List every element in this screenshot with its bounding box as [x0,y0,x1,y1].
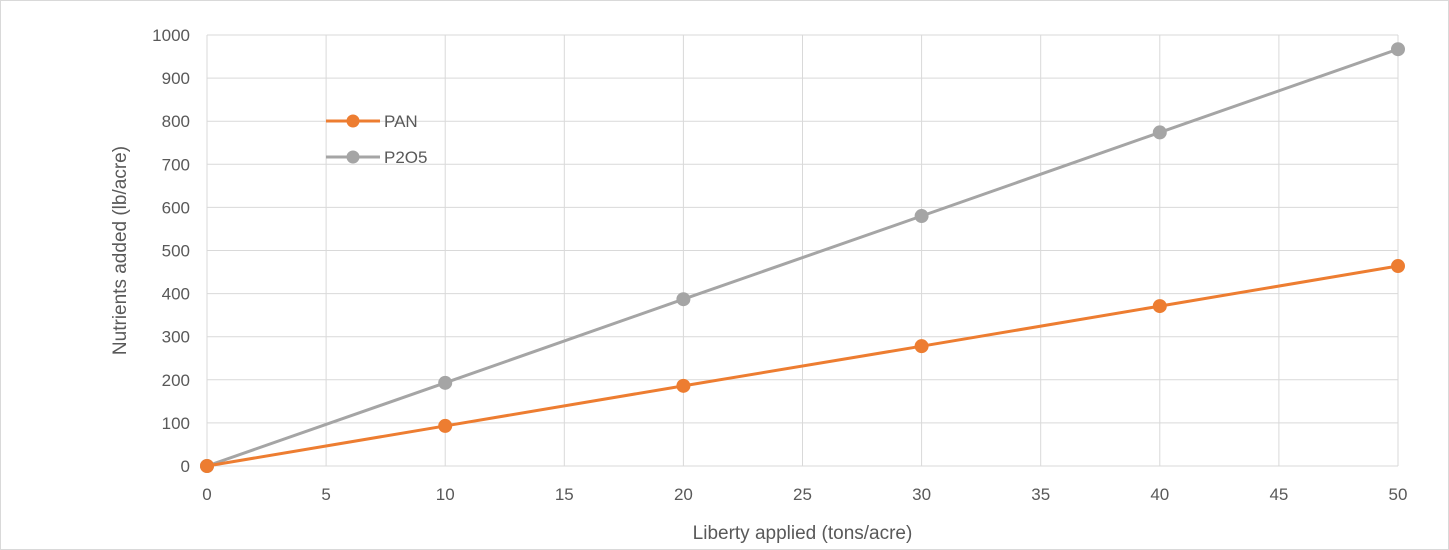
x-tick-label: 30 [912,485,931,504]
legend-marker-p2o5 [346,150,360,164]
data-point-pan [200,459,214,473]
data-point-p2o5 [914,209,929,224]
y-tick-label: 500 [162,242,190,261]
y-tick-label: 400 [162,285,190,304]
legend-label-pan: PAN [384,112,418,131]
data-point-pan [914,339,929,354]
x-tick-label: 20 [674,485,693,504]
series-line-pan [206,264,1399,468]
x-tick-label: 35 [1031,485,1050,504]
legend-marker-pan [346,114,360,128]
data-point-p2o5 [1152,125,1167,140]
y-tick-label: 200 [162,371,190,390]
y-tick-label: 100 [162,414,190,433]
series-line-p2o5 [206,47,1399,468]
x-tick-label: 5 [321,485,330,504]
data-point-p2o5 [1391,42,1405,57]
data-point-p2o5 [438,375,453,390]
x-tick-label: 0 [202,485,211,504]
x-tick-label: 40 [1150,485,1169,504]
y-tick-label: 700 [162,155,190,174]
y-tick-label: 300 [162,328,190,347]
y-tick-label: 1000 [152,26,190,45]
y-tick-label: 900 [162,69,190,88]
data-point-pan [1391,259,1405,274]
data-point-pan [1152,299,1167,314]
y-axis-title: Nutrients added (lb/acre) [110,146,131,355]
x-tick-label: 15 [555,485,574,504]
data-point-pan [676,378,691,393]
x-tick-label: 10 [436,485,455,504]
x-tick-label: 45 [1269,485,1288,504]
x-tick-label: 25 [793,485,812,504]
y-tick-label: 600 [162,198,190,217]
data-point-pan [438,418,453,433]
y-tick-label: 0 [181,457,190,476]
data-point-p2o5 [676,292,691,307]
legend-label-p2o5: P2O5 [384,148,427,167]
y-tick-label: 800 [162,112,190,131]
x-axis-title: Liberty applied (tons/acre) [693,523,913,544]
x-tick-label: 50 [1389,485,1408,504]
